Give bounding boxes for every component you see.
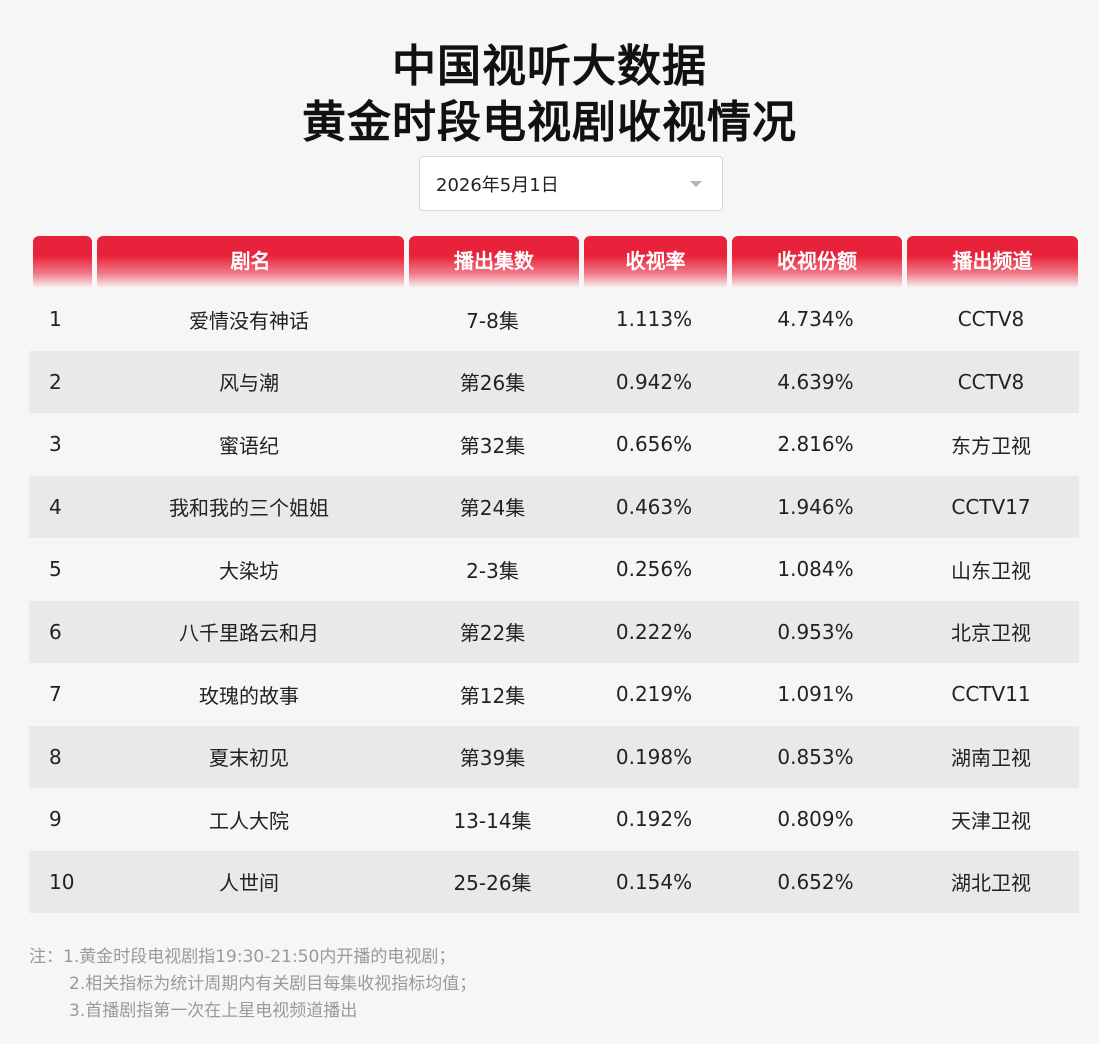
cell-channel: CCTV8 bbox=[957, 369, 1025, 394]
cell-name: 玫瑰的故事 bbox=[199, 683, 299, 708]
table-row: 1 爱情没有神话 7-8集 1.113% 4.734% CCTV8 bbox=[29, 288, 1079, 351]
cell-name: 爱情没有神话 bbox=[189, 308, 309, 333]
cell-rating: 0.222% bbox=[615, 619, 693, 644]
cell-episodes: 7-8集 bbox=[466, 308, 519, 333]
cell-channel: CCTV11 bbox=[951, 682, 1031, 707]
footnote-1: 注：1.黄金时段电视剧指19:30-21:50内开播的电视剧； bbox=[29, 947, 456, 967]
cell-rating: 0.219% bbox=[615, 682, 693, 707]
cell-rank: 1 bbox=[49, 307, 62, 332]
ratings-table: 剧名 播出集数 收视率 收视份额 播出频道 1 爱情没有神话 7-8集 1.11… bbox=[29, 236, 1079, 913]
cell-name: 夏末初见 bbox=[209, 746, 289, 771]
cell-episodes: 第32集 bbox=[459, 433, 526, 458]
cell-channel: 北京卫视 bbox=[951, 621, 1031, 646]
cell-channel: 东方卫视 bbox=[951, 433, 1031, 458]
cell-rank: 5 bbox=[49, 557, 62, 582]
cell-rating: 0.256% bbox=[615, 557, 693, 582]
table-header: 剧名 播出集数 收视率 收视份额 播出频道 bbox=[29, 236, 1079, 288]
footnote-3: 3.首播剧指第一次在上星电视频道播出 bbox=[69, 1001, 358, 1021]
footnotes: 注：1.黄金时段电视剧指19:30-21:50内开播的电视剧； 2.相关指标为统… bbox=[29, 944, 476, 1025]
cell-share: 1.084% bbox=[777, 557, 854, 582]
cell-rating: 0.656% bbox=[615, 432, 693, 457]
cell-name: 人世间 bbox=[219, 871, 279, 896]
cell-channel: 湖南卫视 bbox=[951, 746, 1031, 771]
cell-episodes: 第39集 bbox=[459, 746, 526, 771]
cell-channel: 湖北卫视 bbox=[951, 871, 1031, 896]
cell-name: 蜜语纪 bbox=[219, 433, 279, 458]
cell-name: 大染坊 bbox=[219, 558, 279, 583]
cell-rank: 10 bbox=[49, 869, 75, 894]
cell-share: 4.639% bbox=[777, 369, 854, 394]
cell-share: 1.946% bbox=[777, 494, 854, 519]
cell-name: 我和我的三个姐姐 bbox=[169, 496, 329, 521]
cell-episodes: 第26集 bbox=[459, 371, 526, 396]
table-row: 5 大染坊 2-3集 0.256% 1.084% 山东卫视 bbox=[29, 538, 1079, 601]
table-row: 8 夏末初见 第39集 0.198% 0.853% 湖南卫视 bbox=[29, 725, 1079, 788]
cell-episodes: 第12集 bbox=[459, 683, 526, 708]
table-row: 9 工人大院 13-14集 0.192% 0.809% 天津卫视 bbox=[29, 788, 1079, 851]
cell-share: 2.816% bbox=[777, 432, 854, 457]
date-select[interactable]: 2026年5月1日 bbox=[419, 156, 723, 211]
cell-rank: 2 bbox=[49, 369, 62, 394]
cell-share: 0.809% bbox=[777, 807, 854, 832]
cell-rating: 0.463% bbox=[615, 494, 693, 519]
cell-channel: 天津卫视 bbox=[951, 808, 1031, 833]
table-row: 3 蜜语纪 第32集 0.656% 2.816% 东方卫视 bbox=[29, 413, 1079, 476]
cell-rank: 6 bbox=[49, 619, 62, 644]
cell-rank: 8 bbox=[49, 744, 62, 769]
cell-name: 工人大院 bbox=[209, 808, 289, 833]
cell-share: 0.853% bbox=[777, 744, 854, 769]
page-title-line1: 中国视听大数据 bbox=[392, 41, 707, 92]
cell-episodes: 第22集 bbox=[459, 621, 526, 646]
table-body: 1 爱情没有神话 7-8集 1.113% 4.734% CCTV8 2 风与潮 … bbox=[29, 288, 1079, 913]
header-share: 收视份额 bbox=[732, 236, 902, 288]
cell-channel: CCTV17 bbox=[951, 494, 1031, 519]
cell-channel: CCTV8 bbox=[957, 307, 1025, 332]
cell-channel: 山东卫视 bbox=[951, 558, 1031, 583]
header-rank bbox=[33, 236, 92, 288]
cell-name: 风与潮 bbox=[219, 371, 279, 396]
cell-rating: 0.154% bbox=[615, 869, 693, 894]
date-select-value: 2026年5月1日 bbox=[436, 174, 559, 196]
cell-episodes: 第24集 bbox=[459, 496, 526, 521]
table-row: 2 风与潮 第26集 0.942% 4.639% CCTV8 bbox=[29, 350, 1079, 413]
table-row: 4 我和我的三个姐姐 第24集 0.463% 1.946% CCTV17 bbox=[29, 475, 1079, 538]
cell-rank: 4 bbox=[49, 494, 62, 519]
table-row: 7 玫瑰的故事 第12集 0.219% 1.091% CCTV11 bbox=[29, 663, 1079, 726]
cell-rating: 0.198% bbox=[615, 744, 693, 769]
cell-share: 0.652% bbox=[777, 869, 854, 894]
cell-share: 1.091% bbox=[777, 682, 854, 707]
chevron-down-icon bbox=[690, 180, 702, 187]
cell-rank: 3 bbox=[49, 432, 62, 457]
footnote-2: 2.相关指标为统计周期内有关剧目每集收视指标均值； bbox=[69, 974, 477, 994]
header-rating: 收视率 bbox=[584, 236, 727, 288]
table-row: 6 八千里路云和月 第22集 0.222% 0.953% 北京卫视 bbox=[29, 600, 1079, 663]
page-title-line2: 黄金时段电视剧收视情况 bbox=[302, 97, 797, 148]
cell-episodes: 2-3集 bbox=[466, 558, 519, 583]
header-name: 剧名 bbox=[97, 236, 404, 288]
header-channel: 播出频道 bbox=[907, 236, 1078, 288]
cell-share: 4.734% bbox=[777, 307, 854, 332]
cell-episodes: 25-26集 bbox=[453, 871, 532, 896]
header-episodes: 播出集数 bbox=[409, 236, 579, 288]
cell-rank: 9 bbox=[49, 807, 62, 832]
cell-rank: 7 bbox=[49, 682, 62, 707]
cell-rating: 0.192% bbox=[615, 807, 693, 832]
cell-share: 0.953% bbox=[777, 619, 854, 644]
cell-rating: 0.942% bbox=[615, 369, 693, 394]
table-row: 10 人世间 25-26集 0.154% 0.652% 湖北卫视 bbox=[29, 850, 1079, 913]
cell-rating: 1.113% bbox=[615, 307, 693, 332]
cell-name: 八千里路云和月 bbox=[179, 621, 319, 646]
cell-episodes: 13-14集 bbox=[453, 808, 532, 833]
